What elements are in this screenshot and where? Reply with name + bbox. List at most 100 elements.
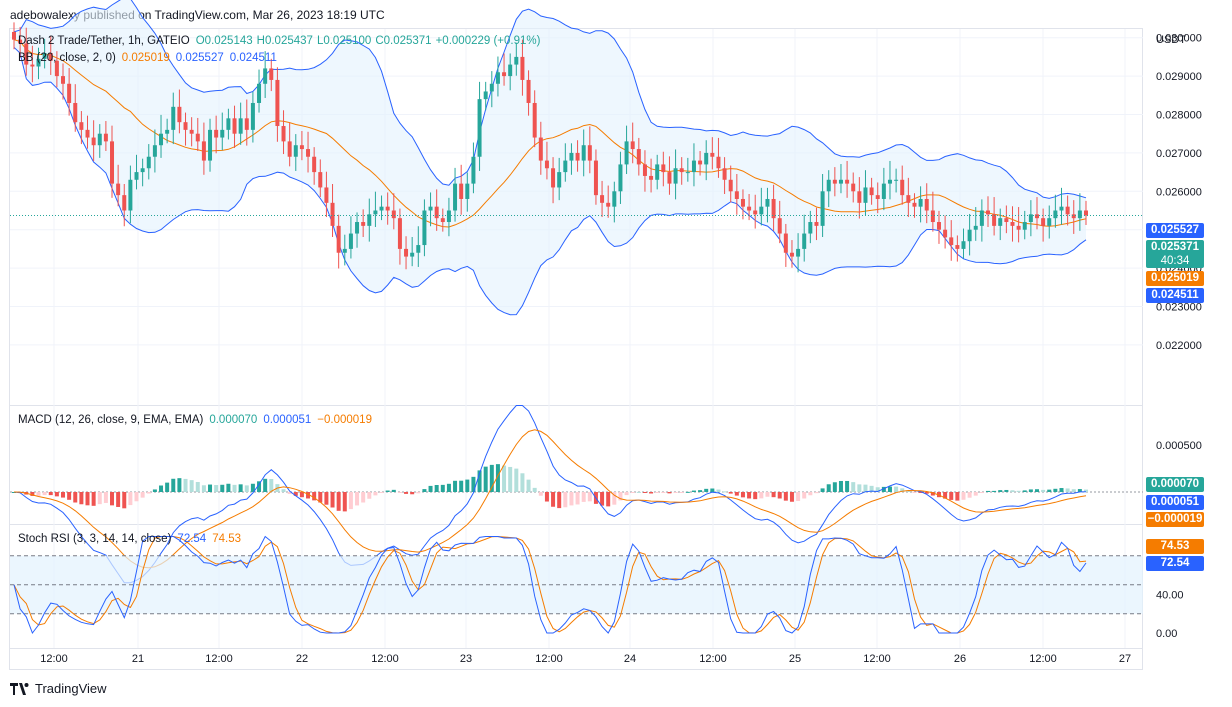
macd-hist-bar	[759, 492, 764, 499]
macd-hist-bar	[73, 492, 78, 503]
macd-hist-bar	[379, 492, 384, 493]
candle-body	[949, 237, 954, 246]
candle-body	[832, 179, 837, 184]
stoch-d-value: 74.53	[212, 533, 241, 545]
stoch-d-line	[13, 535, 1087, 634]
time-tick-label: 22	[296, 653, 308, 665]
time-tick-label: 27	[1119, 653, 1131, 665]
candle-body	[924, 198, 929, 211]
candle-body	[1016, 225, 1021, 230]
macd-hist-bar	[373, 492, 378, 496]
candle-body	[1010, 222, 1015, 226]
macd-signal-line	[13, 429, 1087, 569]
candle-body	[91, 137, 96, 146]
candle-body	[655, 164, 660, 180]
last-price-value: 0.025371	[1151, 241, 1199, 253]
macd-hist-bar	[134, 492, 139, 502]
macd-hist-bar	[606, 492, 611, 507]
time-tick-label: 12:00	[863, 653, 891, 665]
candle-body	[826, 179, 831, 192]
candle-body	[287, 141, 292, 157]
macd-hist-bar	[514, 468, 519, 492]
candle-body	[79, 122, 84, 130]
macd-hist-bar	[281, 489, 286, 492]
candle-body	[912, 202, 917, 207]
candle-body	[581, 145, 586, 161]
macd-hist-bar	[973, 492, 978, 496]
candle-body	[740, 198, 745, 207]
macd-hist-bar	[146, 492, 151, 494]
macd-hist-bar	[483, 466, 488, 492]
candle-body	[544, 160, 549, 169]
stoch-band-fill	[10, 555, 1143, 614]
macd-hist-bar	[912, 492, 917, 493]
candle-body	[569, 152, 574, 161]
macd-hist-bar	[404, 492, 409, 494]
footer[interactable]: TradingView	[10, 681, 107, 696]
candle-body	[998, 218, 1003, 226]
macd-hist-bar	[955, 492, 960, 501]
macd-hist-bar	[1053, 488, 1058, 492]
candle-body	[771, 198, 776, 219]
macd-hist-bar	[330, 492, 335, 508]
macd-hist-bar	[348, 492, 353, 510]
macd-hist-bar	[655, 492, 660, 493]
macd-hist-bar	[42, 492, 47, 496]
candle-body	[600, 195, 605, 203]
macd-hist-bar	[1059, 488, 1064, 492]
macd-hist-bar	[116, 492, 121, 507]
macd-hist-bar	[1010, 490, 1015, 492]
macd-hist-bar	[949, 492, 954, 500]
candle-body	[789, 252, 794, 257]
candle-body	[226, 118, 231, 130]
candle-body	[704, 152, 709, 165]
macd-hist-bar	[477, 470, 482, 492]
candle-body	[434, 206, 439, 219]
candle-body	[894, 179, 899, 181]
candle-body	[428, 206, 433, 211]
macd-hist-bar	[526, 479, 531, 492]
candle-body	[24, 43, 29, 65]
price-tick-label: 0.030000	[1156, 33, 1202, 45]
macd-hist-bar	[1065, 488, 1070, 492]
macd-hist-bar	[293, 492, 298, 496]
macd-hist-bar	[1022, 490, 1027, 492]
macd-hist-bar	[183, 478, 188, 492]
candle-body	[177, 106, 182, 123]
macd-hist-bar	[1016, 490, 1021, 492]
macd-hist-bar	[838, 480, 843, 492]
candle-body	[465, 183, 470, 199]
candle-body	[532, 102, 537, 138]
candle-body	[765, 198, 770, 207]
macd-hist-bar	[710, 488, 715, 492]
macd-hist-bar	[771, 492, 776, 498]
candle-body	[134, 172, 139, 180]
macd-hist-bar	[875, 487, 880, 492]
candle-body	[1059, 206, 1064, 211]
candle-body	[814, 222, 819, 226]
macd-hist-bar	[661, 492, 666, 493]
candle-body	[103, 133, 108, 142]
macd-hist-bar	[587, 492, 592, 502]
candle-body	[734, 191, 739, 199]
macd-line	[13, 405, 1087, 584]
stoch-tick-label: 0.00	[1156, 628, 1177, 640]
candle-body	[845, 179, 850, 184]
candle-body	[171, 106, 176, 130]
candle-body	[563, 160, 568, 173]
candle-body	[1028, 214, 1033, 223]
time-tick-label: 12:00	[371, 653, 399, 665]
candle-body	[140, 168, 145, 173]
macd-hist-bar	[796, 492, 801, 502]
macd-hist-bar	[802, 492, 807, 499]
bb-lower-value: 0.024511	[229, 52, 277, 64]
symbol-name: Dash 2 Trade/Tether, 1h, GATEIO	[18, 35, 190, 47]
macd-hist-bar	[1041, 489, 1046, 492]
candle-body	[312, 156, 317, 173]
macd-hist-bar	[716, 489, 721, 492]
macd-hist-bar	[391, 489, 396, 492]
macd-hist-bar	[97, 492, 102, 505]
candle-body	[220, 129, 225, 138]
candle-body	[189, 129, 194, 134]
